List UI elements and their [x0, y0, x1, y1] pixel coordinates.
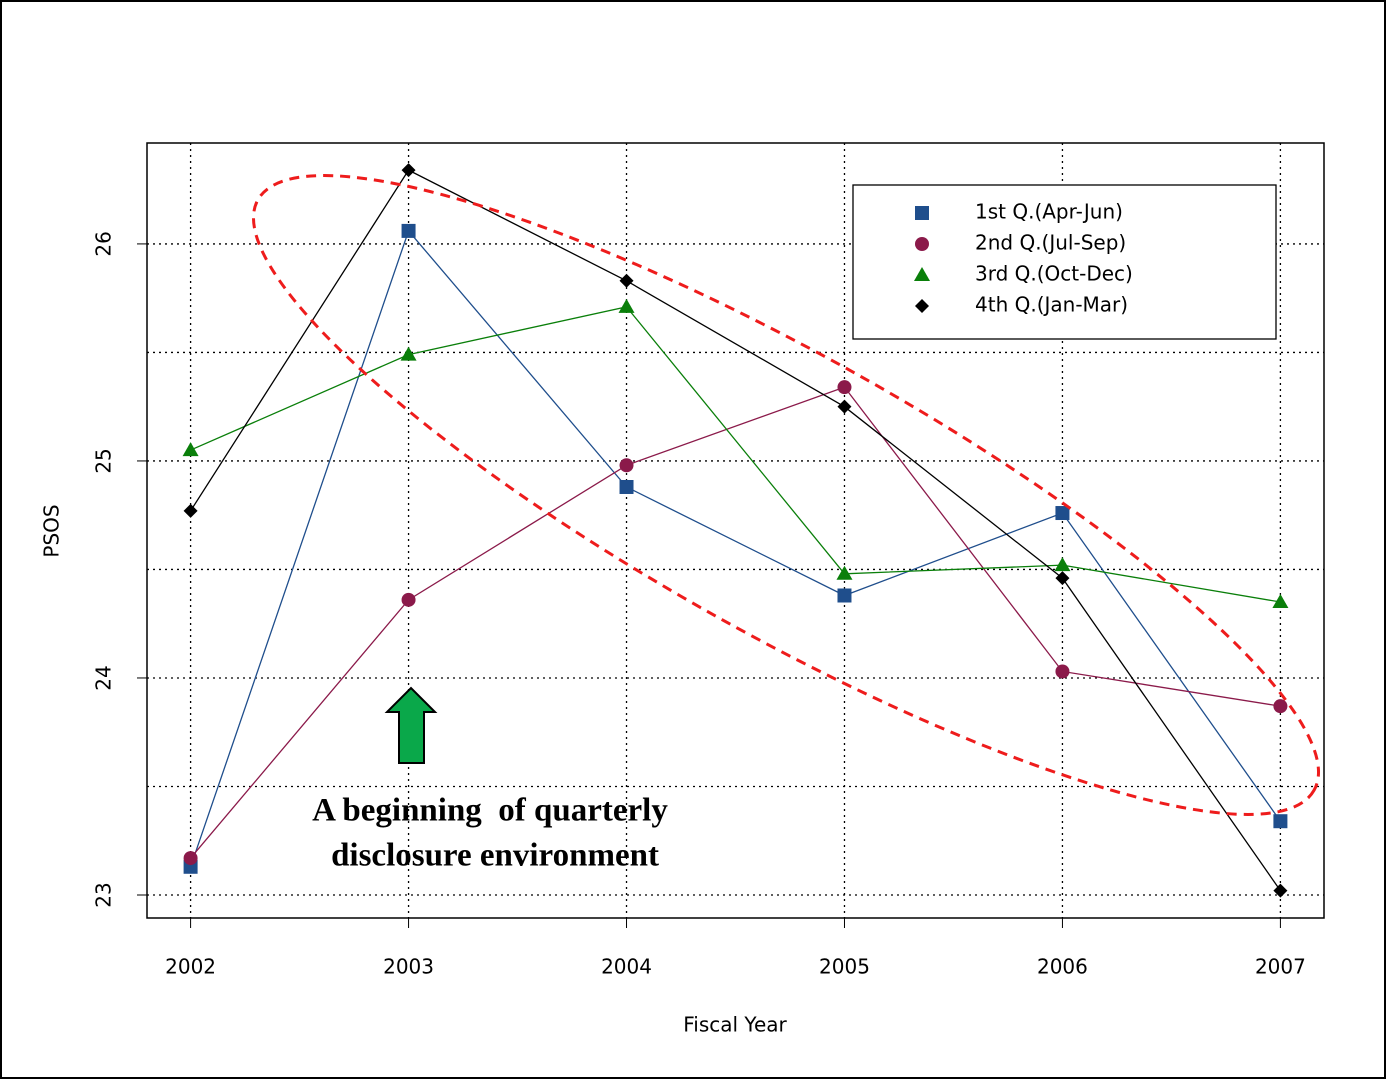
legend-marker	[915, 299, 929, 313]
x-tick-label: 2003	[383, 955, 434, 979]
y-tick-label: 24	[92, 665, 116, 690]
x-axis-label: Fiscal Year	[683, 1013, 787, 1037]
marker	[1055, 571, 1070, 586]
marker	[1273, 699, 1288, 714]
marker	[1054, 557, 1071, 572]
annotation: disclosure environment	[331, 838, 659, 874]
y-axis-label: PSOS	[40, 504, 64, 557]
marker	[837, 380, 852, 395]
annotation: A beginning of quarterly	[312, 793, 668, 829]
marker	[1273, 814, 1288, 829]
x-tick-label: 2002	[165, 955, 216, 979]
highlight-ellipse	[251, 174, 1321, 816]
x-tick-label: 2004	[601, 955, 652, 979]
series-line	[190, 386, 1281, 859]
marker	[619, 479, 634, 494]
plot-border	[146, 142, 1325, 919]
x-tick-label: 2005	[819, 955, 870, 979]
marker	[400, 346, 417, 361]
y-tick-label: 26	[92, 231, 116, 256]
y-tick-label: 25	[92, 448, 116, 473]
marker	[401, 163, 416, 178]
legend-marker	[914, 267, 930, 281]
marker	[837, 588, 852, 603]
marker	[401, 592, 416, 607]
x-tick-label: 2006	[1037, 955, 1088, 979]
marker	[183, 503, 198, 518]
legend-label: 2nd Q.(Jul-Sep)	[975, 231, 1126, 255]
arrow	[384, 686, 438, 764]
series-line	[189, 229, 1281, 867]
marker	[618, 298, 635, 313]
marker	[836, 565, 853, 580]
legend-marker	[915, 237, 929, 251]
marker	[837, 399, 852, 414]
legend-label: 4th Q.(Jan-Mar)	[975, 293, 1128, 317]
legend-label: 1st Q.(Apr-Jun)	[975, 200, 1123, 224]
series-line	[190, 306, 1281, 603]
legend: 1st Q.(Apr-Jun) 2nd Q.(Jul-Sep) 3rd Q.(Oct…	[852, 184, 1277, 340]
series-line	[190, 169, 1281, 892]
legend-label: 3rd Q.(Oct-Dec)	[975, 262, 1133, 286]
marker	[183, 851, 198, 866]
x-tick-label: 2007	[1255, 955, 1306, 979]
y-tick-label: 23	[92, 882, 116, 907]
marker	[1273, 883, 1288, 898]
marker	[1055, 506, 1070, 521]
marker	[1272, 594, 1289, 609]
marker	[1055, 664, 1070, 679]
marker	[401, 223, 416, 238]
marker	[182, 442, 199, 457]
marker	[619, 458, 634, 473]
legend-marker	[915, 206, 929, 220]
marker	[619, 273, 634, 288]
